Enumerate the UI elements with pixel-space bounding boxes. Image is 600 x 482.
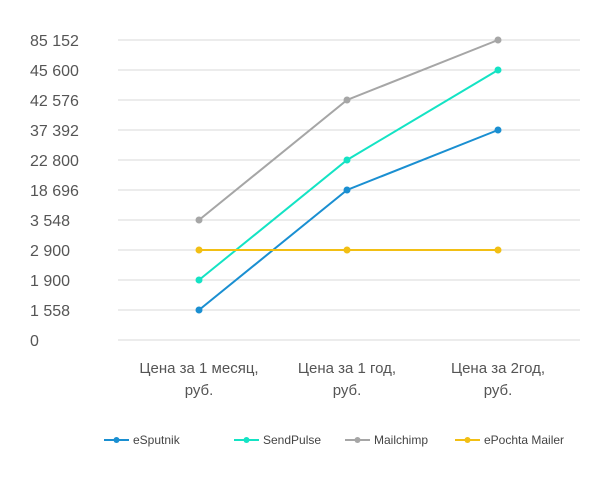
y-tick-label: 18 696 <box>30 183 79 200</box>
y-tick-label: 42 576 <box>30 93 79 110</box>
data-point <box>195 276 203 284</box>
legend: eSputnik SendPulse Mailchimp ePochta Mailer <box>104 433 564 447</box>
data-point <box>195 216 203 224</box>
legend-label: ePochta Mailer <box>484 433 564 447</box>
y-tick-label: 1 900 <box>30 273 70 290</box>
x-tick-label: Цена за 1 год, <box>298 360 396 377</box>
data-point <box>494 126 502 134</box>
data-point <box>343 186 351 194</box>
x-tick-label: руб. <box>185 382 214 399</box>
x-tick-label: Цена за 1 месяц, <box>139 360 258 377</box>
y-tick-label: 85 152 <box>30 33 79 50</box>
data-point <box>494 36 502 44</box>
legend-marker <box>113 437 120 443</box>
data-point <box>343 246 351 254</box>
data-point <box>494 246 502 254</box>
x-tick-label: руб. <box>484 382 513 399</box>
data-point <box>195 246 203 254</box>
legend-label: eSputnik <box>133 433 181 447</box>
y-tick-label: 45 600 <box>30 63 79 80</box>
x-tick-label: Цена за 2год, <box>451 360 545 377</box>
data-point <box>343 156 351 164</box>
x-tick-label: руб. <box>333 382 362 399</box>
legend-label: Mailchimp <box>374 433 428 447</box>
y-axis: 0 1 558 1 900 2 900 3 548 18 696 22 800 37 392 4… <box>30 33 79 350</box>
legend-marker <box>464 437 471 443</box>
y-tick-label: 22 800 <box>30 153 79 170</box>
y-tick-label: 37 392 <box>30 123 79 140</box>
y-tick-label: 3 548 <box>30 213 70 230</box>
data-point <box>195 306 203 314</box>
y-tick-label: 2 900 <box>30 243 70 260</box>
legend-marker <box>354 437 361 443</box>
series-group <box>195 36 502 314</box>
x-axis: Цена за 1 месяц, руб. Цена за 1 год, руб. Це… <box>139 360 545 399</box>
legend-marker <box>243 437 250 443</box>
y-tick-label: 1 558 <box>30 303 70 320</box>
data-point <box>343 96 351 104</box>
y-tick-label: 0 <box>30 333 39 350</box>
data-point <box>494 66 502 74</box>
legend-label: SendPulse <box>263 433 321 447</box>
